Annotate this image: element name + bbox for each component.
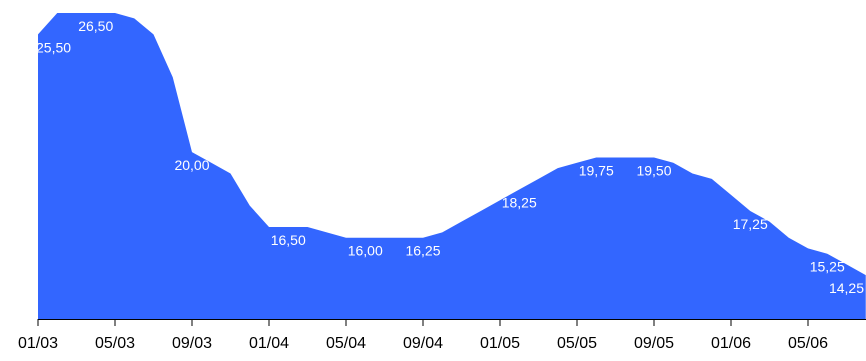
- data-label: 19,75: [579, 162, 614, 178]
- data-label: 25,50: [36, 39, 71, 55]
- x-tick-label: 01/03: [18, 335, 58, 352]
- data-label: 19,50: [636, 162, 671, 178]
- data-label: 16,00: [348, 243, 383, 259]
- x-tick-label: 05/03: [95, 335, 135, 352]
- x-tick-label: 01/05: [480, 335, 520, 352]
- data-label: 14,25: [829, 280, 864, 296]
- x-tick-labels: 01/03 05/03 09/03 01/04 05/04 09/04 01/05 05/05…: [18, 335, 828, 352]
- x-tick-label: 09/04: [403, 335, 443, 352]
- x-tick-label: 05/04: [326, 335, 366, 352]
- data-label: 18,25: [502, 195, 537, 211]
- data-label: 15,25: [810, 259, 845, 275]
- data-label: 26,50: [78, 18, 113, 34]
- data-label: 17,25: [733, 216, 768, 232]
- x-tick-label: 05/06: [788, 335, 828, 352]
- data-label: 16,50: [271, 232, 306, 248]
- x-tick-label: 05/05: [557, 335, 597, 352]
- x-tick-label: 01/04: [249, 335, 289, 352]
- data-label: 16,25: [405, 243, 440, 259]
- x-ticks: [37, 319, 809, 326]
- data-labels: 25,50 26,50 20,00 16,50 16,00 16,25 18,25 19,75…: [36, 18, 864, 296]
- x-tick-label: 09/03: [172, 335, 212, 352]
- series-area: [38, 13, 866, 319]
- data-label: 20,00: [174, 157, 209, 173]
- x-tick-label: 09/05: [634, 335, 674, 352]
- x-tick-label: 01/06: [711, 335, 751, 352]
